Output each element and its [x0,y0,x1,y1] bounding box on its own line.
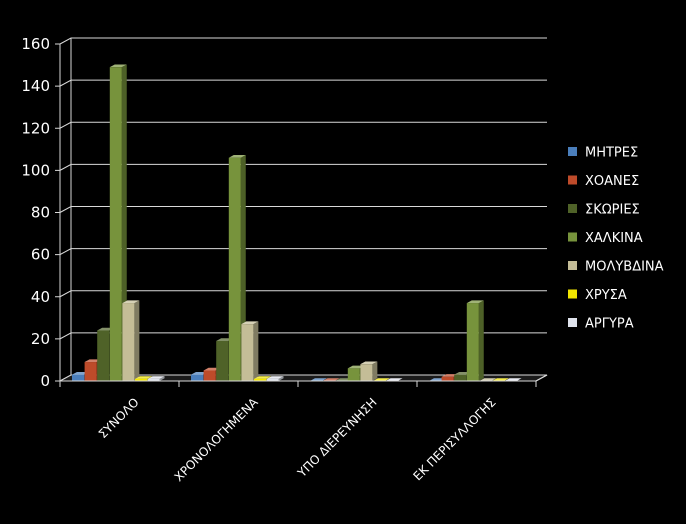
bar [147,376,165,381]
legend-swatch [568,318,577,327]
legend-label: ΣΚΩΡΙΕΣ [585,203,640,218]
legend-swatch [568,289,577,299]
legend-label: ΜΟΛΥΒΔΙΝΑ [585,260,664,275]
gridlines [59,37,547,382]
bar [466,300,484,381]
x-category-label: ΣΥΝΟΛΟ [96,395,142,441]
x-axis: ΣΥΝΟΛΟ ΧΡΟΝΟΛΟΓΗΜΕΝΑ ΥΠΟ ΔΙΕΡΕΥΝΗΣΗ ΕΚ ΠΕΡΙ… [59,374,548,485]
legend-label: ΜΗΤΡΕΣ [585,146,638,161]
x-category-label: ΧΡΟΝΟΛΟΓΗΜΕΝΑ [172,395,262,485]
bar [504,378,522,381]
y-tick-label: 100 [21,161,50,179]
y-axis: 0 20 40 60 80 100 120 140 160 [21,35,61,390]
y-tick-label: 60 [31,246,50,264]
gridline [59,248,547,256]
y-tick-label: 160 [21,35,50,53]
gridline [59,121,547,129]
gridline [59,79,547,87]
bar [241,321,259,381]
legend: ΜΗΤΡΕΣ ΧΟΑΝΕΣ ΣΚΩΡΙΕΣ ΧΑΛΚΙΝΑ ΜΟΛΥΒΔΙΝΑ ΧΡΥΣΑ… [568,146,664,332]
bar [492,378,509,381]
y-tick-label: 120 [21,119,50,137]
x-axis-end [535,374,548,382]
y-tick-label: 140 [21,77,50,95]
gridline [59,37,547,45]
legend-swatch [568,204,577,213]
legend-swatch [568,147,577,156]
legend-label: ΑΡΓΥΡΑ [585,317,634,332]
legend-swatch [568,261,577,270]
bar [322,378,340,381]
gridline [59,290,547,298]
y-tick-label: 0 [40,372,50,390]
gridline [59,163,547,171]
bar [266,376,284,381]
bar [479,378,497,381]
legend-swatch [568,175,577,185]
gridline [59,206,547,213]
legend-label: ΧΑΛΚΙΝΑ [585,231,643,246]
y-tick-label: 40 [31,288,50,306]
bar [360,361,378,381]
legend-swatch [568,232,577,242]
x-category-label: ΥΠΟ ΔΙΕΡΕΥΝΗΣΗ [294,395,379,480]
bar [373,378,390,381]
bar [122,300,140,381]
y-tick-label: 80 [31,204,50,222]
bars [72,64,522,381]
y-tick-label: 20 [31,330,50,348]
bar [385,378,403,381]
legend-label: ΧΡΥΣΑ [585,288,627,303]
x-category-label: ΕΚ ΠΕΡΙΣΥΛΛΟΓΗΣ [410,395,498,483]
legend-label: ΧΟΑΝΕΣ [585,174,639,189]
bar [310,378,327,381]
